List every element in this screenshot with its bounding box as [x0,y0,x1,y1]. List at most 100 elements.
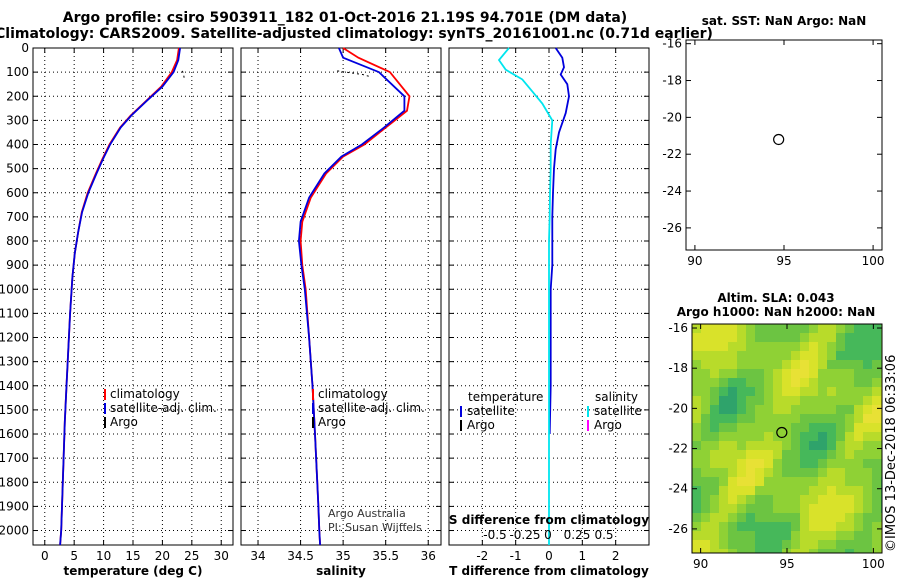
map-y-tick-label: -26 [662,221,682,235]
heatmap-cell [791,324,800,333]
heatmap-cell [845,549,854,553]
heatmap-cell [818,405,827,414]
heatmap-cell [755,549,764,553]
map-y-tick-label: -22 [668,442,688,456]
heatmap-cell [800,324,809,333]
heatmap-cell [809,378,818,387]
heatmap-cell [728,378,737,387]
heatmap-cell [845,432,854,441]
heatmap-cell [782,441,791,450]
heatmap-cell [773,468,782,477]
heatmap-cell [863,360,872,369]
heatmap-cell [809,441,818,450]
heatmap-cell [701,513,710,522]
heatmap-cell [809,495,818,504]
heatmap-cell [737,378,746,387]
heatmap-cell [728,477,737,486]
heatmap-cell [746,324,755,333]
heatmap-cell [818,333,827,342]
heatmap-cell [728,513,737,522]
legend-label: climatology [110,387,180,401]
heatmap-cell [809,432,818,441]
heatmap-cell [701,540,710,549]
heatmap-cell [827,342,836,351]
heatmap-cell [782,342,791,351]
heatmap-cell [692,423,701,432]
heatmap-cell [737,423,746,432]
heatmap-cell [854,513,863,522]
heatmap-cell [800,369,809,378]
heatmap-cell [845,540,854,549]
heatmap-cell [872,459,881,468]
heatmap-cell [773,414,782,423]
x-tick-label: 25 [184,549,199,563]
heatmap-cell [755,432,764,441]
heatmap-cell [800,504,809,513]
heatmap-cell [827,486,836,495]
heatmap-cell [746,405,755,414]
heatmap-cell [791,423,800,432]
map-y-tick-label: -22 [662,147,682,161]
map-x-tick-label: 100 [862,254,885,268]
heatmap-cell [872,414,881,423]
heatmap-cell [791,477,800,486]
heatmap-cell [791,360,800,369]
heatmap-cell [755,378,764,387]
depth-tick-label: 800 [6,234,29,248]
heatmap-cell [701,405,710,414]
heatmap-cell [836,459,845,468]
heatmap-cell [872,531,881,540]
heatmap-cell [746,351,755,360]
x-tick-label: 5 [70,549,78,563]
heatmap-cell [710,522,719,531]
heatmap-cell [764,522,773,531]
depth-tick-label: 1500 [0,403,29,417]
heatmap-cell [728,333,737,342]
heatmap-cell [836,360,845,369]
heatmap-cell [782,378,791,387]
heatmap-cell [818,414,827,423]
heatmap-cell [791,486,800,495]
heatmap-cell [854,414,863,423]
depth-tick-label: 1600 [0,427,29,441]
heatmap-cell [746,450,755,459]
heatmap-cell [755,540,764,549]
map-x-tick-label: 95 [779,557,794,571]
legend-group-header: temperature [468,390,543,404]
heatmap-cell [773,450,782,459]
heatmap-cell [728,369,737,378]
heatmap-cell [809,513,818,522]
heatmap-cell [827,414,836,423]
heatmap-cell [755,531,764,540]
legend-label: Argo [467,418,495,432]
heatmap-cell [710,333,719,342]
heatmap-cell [719,324,728,333]
heatmap-cell [728,441,737,450]
heatmap-cell [791,441,800,450]
heatmap-cell [791,495,800,504]
heatmap-cell [737,432,746,441]
heatmap-cell [872,522,881,531]
heatmap-cell [854,324,863,333]
heatmap-cell [827,540,836,549]
heatmap-cell [818,441,827,450]
heatmap-cell [737,324,746,333]
heatmap-cell [728,459,737,468]
heatmap-cell [710,486,719,495]
heatmap-cell [737,414,746,423]
heatmap-cell [755,459,764,468]
heatmap-cell [719,468,728,477]
heatmap-cell [764,495,773,504]
depth-tick-label: 600 [6,186,29,200]
depth-tick-label: 300 [6,113,29,127]
heatmap-cell [773,495,782,504]
heatmap-cell [845,504,854,513]
heatmap-cell [791,342,800,351]
heatmap-cell [782,486,791,495]
heatmap-cell [737,504,746,513]
heatmap-cell [728,360,737,369]
heatmap-cell [872,486,881,495]
heatmap-cell [818,513,827,522]
depth-tick-label: 400 [6,138,29,152]
heatmap-cell [854,405,863,414]
